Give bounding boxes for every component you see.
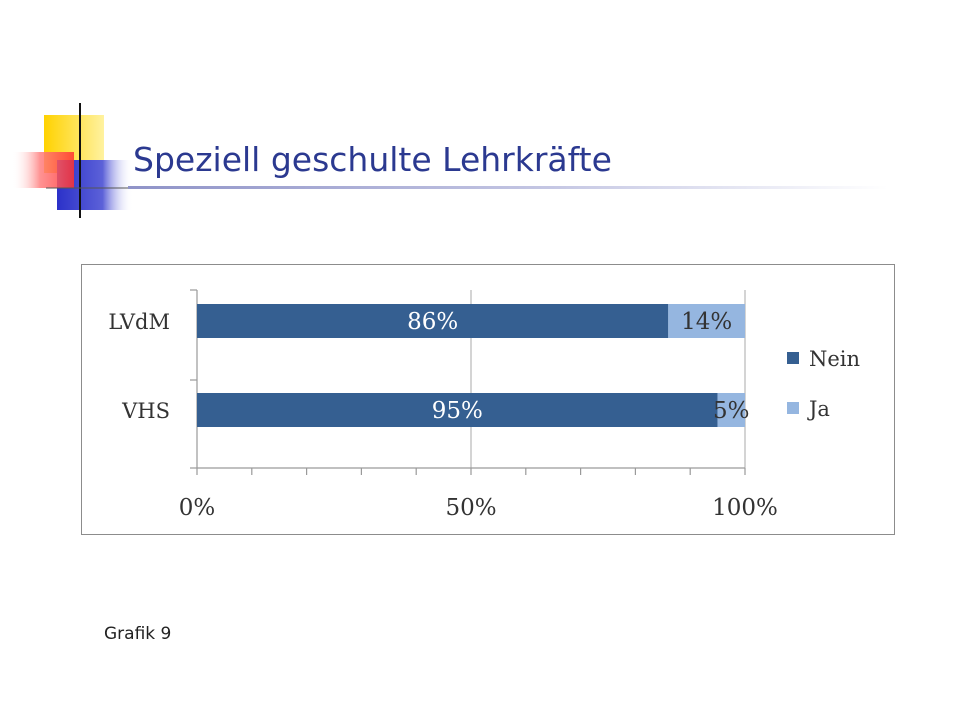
x-tick-label: 100%	[712, 495, 778, 521]
data-label: 95%	[432, 398, 483, 424]
slide-title: Speziell geschulte Lehrkräfte	[133, 140, 612, 179]
category-label: VHS	[121, 399, 170, 423]
bar-nein	[197, 393, 718, 427]
figure-caption: Grafik 9	[104, 624, 172, 644]
data-label: 86%	[407, 309, 458, 335]
deco-red-square	[12, 152, 74, 188]
slide-decoration	[12, 103, 133, 218]
chart-frame: 0% 50% 100% LVdM 86% 14% VHS 95% 5% Nein Ja	[81, 264, 895, 535]
legend-label: Ja	[807, 397, 830, 421]
x-tick-label: 0%	[179, 495, 216, 521]
legend-label: Nein	[809, 347, 860, 371]
bar-ja	[668, 304, 745, 338]
data-label: 14%	[681, 309, 732, 335]
bar-nein	[197, 304, 669, 338]
title-underline	[128, 186, 888, 189]
legend-swatch-nein	[787, 352, 799, 364]
category-label: LVdM	[108, 310, 170, 334]
x-tick-label: 50%	[445, 495, 496, 521]
legend-swatch-ja	[787, 402, 799, 414]
stacked-bar-chart: 0% 50% 100% LVdM 86% 14% VHS 95% 5% Nein Ja	[108, 289, 860, 521]
bar-ja	[717, 393, 745, 427]
data-label: 5%	[713, 398, 750, 424]
